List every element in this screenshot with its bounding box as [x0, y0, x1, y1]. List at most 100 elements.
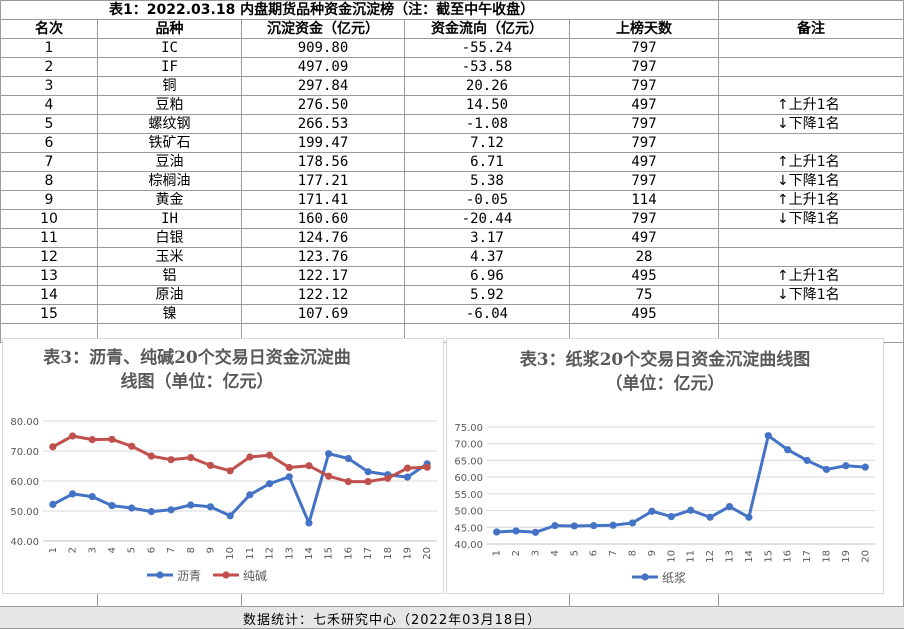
name-cell[interactable]: 黄金: [97, 190, 242, 210]
note-cell[interactable]: [718, 247, 904, 267]
name-cell[interactable]: 铜: [97, 76, 242, 96]
days-cell[interactable]: 495: [569, 266, 719, 286]
capital-cell[interactable]: 199.47: [241, 133, 405, 153]
flow-cell[interactable]: -6.04: [404, 304, 570, 324]
days-cell[interactable]: 497: [569, 95, 719, 115]
note-cell[interactable]: [718, 57, 904, 77]
header-note[interactable]: 备注: [718, 19, 904, 39]
note-cell[interactable]: ↑上升1名: [718, 95, 904, 115]
name-cell[interactable]: 玉米: [97, 247, 242, 267]
days-cell[interactable]: 797: [569, 76, 719, 96]
note-cell[interactable]: [718, 228, 904, 248]
rank-cell[interactable]: 10: [0, 209, 98, 229]
name-cell[interactable]: IF: [97, 57, 242, 77]
rank-cell[interactable]: 8: [0, 171, 98, 191]
flow-cell[interactable]: 4.37: [404, 247, 570, 267]
note-cell[interactable]: ↑上升1名: [718, 190, 904, 210]
days-cell[interactable]: 28: [569, 247, 719, 267]
capital-cell[interactable]: 178.56: [241, 152, 405, 172]
rank-cell[interactable]: 3: [0, 76, 98, 96]
flow-cell[interactable]: 6.96: [404, 266, 570, 286]
rank-cell[interactable]: 15: [0, 304, 98, 324]
note-cell[interactable]: ↓下降1名: [718, 114, 904, 134]
name-cell[interactable]: IC: [97, 38, 242, 58]
name-cell[interactable]: 镍: [97, 304, 242, 324]
capital-cell[interactable]: 276.50: [241, 95, 405, 115]
days-cell[interactable]: 797: [569, 171, 719, 191]
days-cell[interactable]: 114: [569, 190, 719, 210]
rank-cell[interactable]: 13: [0, 266, 98, 286]
flow-cell[interactable]: 7.12: [404, 133, 570, 153]
note-cell[interactable]: [718, 133, 904, 153]
header-flow[interactable]: 资金流向（亿元）: [404, 19, 570, 39]
table-row: 8 棕榈油 177.21 5.38 797 ↓下降1名: [0, 171, 904, 191]
flow-cell[interactable]: 6.71: [404, 152, 570, 172]
name-cell[interactable]: 棕榈油: [97, 171, 242, 191]
days-cell[interactable]: 797: [569, 57, 719, 77]
flow-cell[interactable]: 3.17: [404, 228, 570, 248]
flow-cell[interactable]: -0.05: [404, 190, 570, 210]
days-cell[interactable]: 497: [569, 152, 719, 172]
flow-cell[interactable]: 20.26: [404, 76, 570, 96]
capital-cell[interactable]: 107.69: [241, 304, 405, 324]
capital-cell[interactable]: 909.80: [241, 38, 405, 58]
rank-cell[interactable]: 2: [0, 57, 98, 77]
note-cell[interactable]: [718, 76, 904, 96]
name-cell[interactable]: 铝: [97, 266, 242, 286]
name-cell[interactable]: 原油: [97, 285, 242, 305]
name-cell[interactable]: 白银: [97, 228, 242, 248]
capital-cell[interactable]: 297.84: [241, 76, 405, 96]
rank-cell[interactable]: 14: [0, 285, 98, 305]
rank-cell[interactable]: 1: [0, 38, 98, 58]
note-cell[interactable]: ↑上升1名: [718, 266, 904, 286]
capital-cell[interactable]: 266.53: [241, 114, 405, 134]
flow-cell[interactable]: -55.24: [404, 38, 570, 58]
days-cell[interactable]: 797: [569, 209, 719, 229]
name-cell[interactable]: 铁矿石: [97, 133, 242, 153]
capital-cell[interactable]: 122.17: [241, 266, 405, 286]
flow-cell[interactable]: 14.50: [404, 95, 570, 115]
flow-cell[interactable]: 5.92: [404, 285, 570, 305]
rank-cell[interactable]: 6: [0, 133, 98, 153]
capital-cell[interactable]: 123.76: [241, 247, 405, 267]
days-cell[interactable]: 497: [569, 228, 719, 248]
capital-cell[interactable]: 497.09: [241, 57, 405, 77]
name-cell[interactable]: IH: [97, 209, 242, 229]
days-cell[interactable]: 797: [569, 38, 719, 58]
flow-cell[interactable]: -20.44: [404, 209, 570, 229]
flow-cell[interactable]: -1.08: [404, 114, 570, 134]
rank-cell[interactable]: 7: [0, 152, 98, 172]
header-days[interactable]: 上榜天数: [569, 19, 719, 39]
rank-cell[interactable]: 12: [0, 247, 98, 267]
note-cell[interactable]: [718, 38, 904, 58]
name-cell[interactable]: 豆粕: [97, 95, 242, 115]
capital-cell[interactable]: 171.41: [241, 190, 405, 210]
rank-cell[interactable]: 4: [0, 95, 98, 115]
rank-cell[interactable]: 11: [0, 228, 98, 248]
header-rank[interactable]: 名次: [0, 19, 98, 39]
empty-cell[interactable]: [718, 0, 904, 20]
days-cell[interactable]: 797: [569, 114, 719, 134]
days-cell[interactable]: 495: [569, 304, 719, 324]
chart-pulp[interactable]: 表3：纸浆20个交易日资金沉淀曲线图 （单位：亿元） 40.00 45.00 50.00…: [446, 338, 884, 594]
flow-cell[interactable]: 5.38: [404, 171, 570, 191]
note-cell[interactable]: ↓下降1名: [718, 171, 904, 191]
header-name[interactable]: 品种: [97, 19, 242, 39]
note-cell[interactable]: ↑上升1名: [718, 152, 904, 172]
note-cell[interactable]: [718, 304, 904, 324]
header-capital[interactable]: 沉淀资金（亿元）: [241, 19, 405, 39]
capital-cell[interactable]: 124.76: [241, 228, 405, 248]
note-cell[interactable]: ↓下降1名: [718, 209, 904, 229]
name-cell[interactable]: 螺纹钢: [97, 114, 242, 134]
flow-cell[interactable]: -53.58: [404, 57, 570, 77]
name-cell[interactable]: 豆油: [97, 152, 242, 172]
days-cell[interactable]: 75: [569, 285, 719, 305]
note-cell[interactable]: ↓下降1名: [718, 285, 904, 305]
capital-cell[interactable]: 122.12: [241, 285, 405, 305]
rank-cell[interactable]: 5: [0, 114, 98, 134]
capital-cell[interactable]: 160.60: [241, 209, 405, 229]
days-cell[interactable]: 797: [569, 133, 719, 153]
chart-asphalt-soda[interactable]: 表3：沥青、纯碱20个交易日资金沉淀曲 线图（单位：亿元） 40.00 50.00 60…: [2, 338, 444, 594]
capital-cell[interactable]: 177.21: [241, 171, 405, 191]
rank-cell[interactable]: 9: [0, 190, 98, 210]
